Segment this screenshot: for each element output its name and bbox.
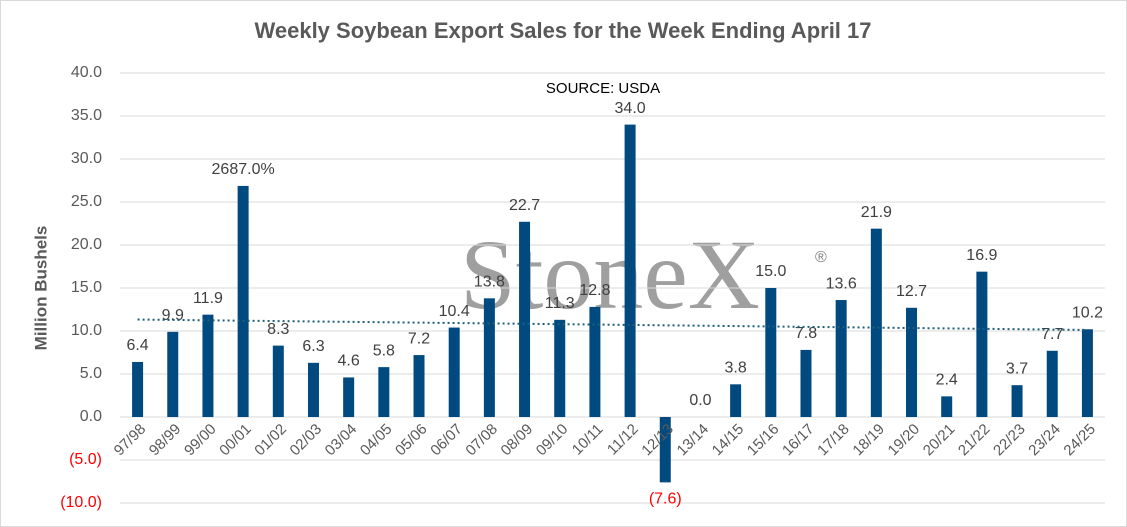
bar	[307, 362, 319, 417]
value-label: 10.2	[1072, 304, 1103, 321]
chart-title: Weekly Soybean Export Sales for the Week…	[255, 18, 872, 43]
value-label: 15.0	[755, 263, 786, 280]
bar	[448, 327, 460, 417]
bar	[554, 319, 566, 417]
annotation: SOURCE: USDA	[546, 80, 660, 97]
value-label: 7.8	[795, 325, 817, 342]
y-tick-label: 40.0	[71, 64, 102, 81]
bar	[202, 314, 214, 417]
value-label: 0.0	[689, 392, 711, 409]
value-label: 10.4	[439, 303, 470, 320]
y-tick-label: 15.0	[71, 279, 102, 296]
y-tick-label: 30.0	[71, 150, 102, 167]
value-label: (7.6)	[649, 491, 682, 508]
bar	[765, 288, 777, 417]
value-label: 6.3	[302, 338, 324, 355]
value-label: 5.8	[373, 342, 395, 359]
bar	[870, 228, 882, 417]
bar	[906, 307, 918, 417]
bar	[237, 185, 249, 417]
trendline	[137, 318, 1088, 331]
watermark: StoneX	[460, 219, 760, 330]
bar	[800, 349, 812, 417]
bar	[1081, 329, 1093, 417]
value-label: 34.0	[615, 100, 646, 117]
value-label: 9.9	[162, 307, 184, 324]
value-label: 3.7	[1006, 360, 1028, 377]
y-tick-label: 10.0	[71, 322, 102, 339]
value-label: 2.4	[936, 372, 958, 389]
value-label: 12.7	[896, 283, 927, 300]
bar	[976, 271, 988, 417]
bar	[835, 300, 847, 417]
bar	[132, 361, 144, 417]
value-label: 11.3	[545, 295, 575, 312]
bar	[413, 355, 425, 417]
y-tick-label: (10.0)	[60, 494, 102, 511]
bar	[659, 417, 671, 483]
value-label: 2687.0%	[212, 161, 275, 178]
watermark-symbol: ®	[815, 249, 827, 266]
value-label: 11.9	[193, 290, 223, 307]
y-tick-label: 5.0	[80, 365, 102, 382]
value-label: 3.8	[725, 360, 747, 377]
bar	[1011, 385, 1023, 417]
value-label: 13.8	[474, 274, 505, 291]
bar	[941, 396, 953, 417]
y-tick-label: 20.0	[71, 236, 102, 253]
y-tick-label: 0.0	[80, 408, 102, 425]
y-tick-label: 35.0	[71, 107, 102, 124]
bar	[483, 298, 495, 417]
value-label: 8.3	[267, 321, 289, 338]
value-label: 22.7	[509, 197, 540, 214]
value-label: 16.9	[966, 247, 997, 264]
bar	[343, 377, 355, 417]
bar	[378, 367, 390, 417]
y-tick-label: 25.0	[71, 193, 102, 210]
value-label: 7.2	[408, 330, 430, 347]
bar	[589, 306, 601, 417]
bar	[730, 384, 742, 417]
value-label: 12.8	[579, 282, 610, 299]
bar	[624, 124, 636, 417]
bar	[519, 221, 531, 417]
value-label: 21.9	[861, 204, 892, 221]
bar	[1046, 350, 1058, 417]
bar	[167, 331, 179, 417]
value-label: 6.4	[126, 337, 148, 354]
value-label: 4.6	[338, 353, 360, 370]
value-label: 13.6	[826, 275, 857, 292]
y-axis-title: Million Bushels	[31, 226, 50, 351]
y-tick-label: (5.0)	[69, 451, 102, 468]
bar	[272, 345, 284, 417]
